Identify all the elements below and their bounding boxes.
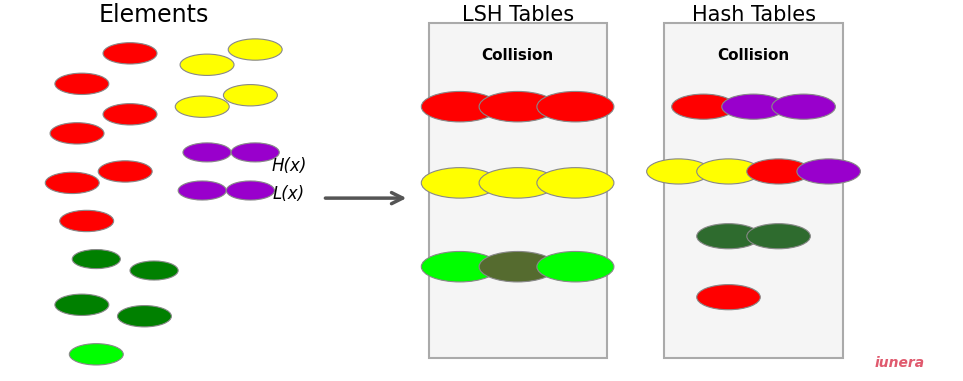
Circle shape: [117, 306, 171, 327]
Circle shape: [480, 91, 557, 122]
Circle shape: [103, 104, 157, 125]
Text: LSH Tables: LSH Tables: [461, 5, 574, 25]
Circle shape: [178, 181, 226, 200]
Bar: [429, 23, 607, 358]
Circle shape: [50, 123, 104, 144]
Circle shape: [747, 224, 811, 249]
Text: Elements: Elements: [99, 3, 209, 27]
Circle shape: [98, 161, 152, 182]
Circle shape: [226, 181, 274, 200]
Circle shape: [537, 251, 614, 282]
Circle shape: [228, 39, 282, 60]
Text: Hash Tables: Hash Tables: [691, 5, 816, 25]
Circle shape: [183, 143, 231, 162]
Circle shape: [130, 261, 178, 280]
Circle shape: [772, 94, 836, 119]
Text: Collision: Collision: [717, 48, 790, 63]
Circle shape: [55, 294, 109, 315]
Circle shape: [55, 73, 109, 94]
Circle shape: [422, 91, 499, 122]
Circle shape: [697, 224, 761, 249]
Circle shape: [72, 250, 120, 269]
Circle shape: [747, 159, 811, 184]
Text: Collision: Collision: [482, 48, 554, 63]
Circle shape: [722, 94, 786, 119]
Bar: [664, 23, 843, 358]
Circle shape: [103, 43, 157, 64]
Circle shape: [60, 210, 114, 232]
Circle shape: [697, 285, 761, 310]
Circle shape: [537, 168, 614, 198]
Circle shape: [223, 85, 277, 106]
Circle shape: [69, 344, 123, 365]
Circle shape: [537, 91, 614, 122]
Circle shape: [180, 54, 234, 75]
Text: H(x): H(x): [272, 157, 306, 175]
Circle shape: [647, 159, 711, 184]
Circle shape: [672, 94, 736, 119]
Circle shape: [422, 168, 499, 198]
Circle shape: [45, 172, 99, 194]
Circle shape: [422, 251, 499, 282]
Text: L(x): L(x): [273, 185, 305, 203]
Circle shape: [175, 96, 229, 117]
Text: iunera: iunera: [874, 355, 924, 370]
Circle shape: [480, 168, 557, 198]
Circle shape: [697, 159, 761, 184]
Circle shape: [480, 251, 557, 282]
Circle shape: [797, 159, 861, 184]
Circle shape: [231, 143, 279, 162]
